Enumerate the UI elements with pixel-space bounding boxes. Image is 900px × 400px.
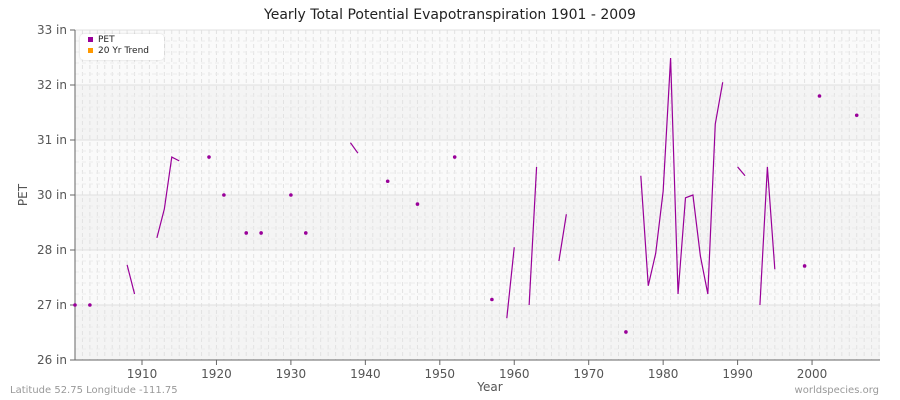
legend-swatch-icon <box>88 37 93 42</box>
x-tick-label: 1910 <box>127 367 158 381</box>
data-line <box>528 166 538 306</box>
data-point <box>452 155 457 159</box>
data-point <box>88 303 92 307</box>
data-point <box>244 231 249 235</box>
data-line <box>349 142 359 154</box>
y-tick-label: 26 in <box>37 353 67 367</box>
y-tick-label: 27 in <box>37 298 67 312</box>
data-line <box>759 166 776 306</box>
x-tick-label: 1940 <box>350 367 381 381</box>
x-axis-label: Year <box>476 380 502 394</box>
x-tick-label: 1930 <box>276 367 307 381</box>
data-point <box>222 193 226 197</box>
y-tick-label: 33 in <box>37 23 67 37</box>
data-point <box>207 155 211 159</box>
data-line <box>506 247 515 319</box>
x-tick-label: 1980 <box>648 367 679 381</box>
y-axis-label: PET <box>16 183 30 206</box>
chart-title: Yearly Total Potential Evapotranspiratio… <box>264 7 636 23</box>
data-line <box>558 214 567 262</box>
data-point <box>303 231 308 235</box>
data-point <box>624 330 628 334</box>
data-point <box>259 231 263 235</box>
legend-item-trend: 20 Yr Trend <box>80 45 164 56</box>
data-point <box>73 303 77 307</box>
data-line <box>640 58 724 295</box>
y-tick-label: 30 in <box>37 188 67 202</box>
data-point <box>490 297 494 302</box>
coordinates-label: Latitude 52.75 Longitude -111.75 <box>10 385 178 396</box>
data-point <box>385 179 390 184</box>
data-point <box>289 193 293 197</box>
data-line <box>737 166 746 177</box>
legend-label: PET <box>98 34 115 45</box>
data-line <box>156 156 180 239</box>
source-label: worldspecies.org <box>794 385 879 396</box>
legend-label: 20 Yr Trend <box>98 45 150 56</box>
data-point <box>802 264 807 268</box>
data-point <box>817 94 822 98</box>
x-tick-label: 2000 <box>797 367 828 381</box>
x-tick-label: 1970 <box>573 367 604 381</box>
x-tick-label: 1920 <box>201 367 232 381</box>
data-point <box>854 113 859 118</box>
legend-item-pet: PET <box>80 34 164 45</box>
x-tick-label: 1950 <box>425 367 456 381</box>
legend-swatch-icon <box>88 48 93 53</box>
legend: PET 20 Yr Trend <box>80 34 164 60</box>
x-tick-label: 1960 <box>499 367 530 381</box>
x-tick-label: 1990 <box>722 367 753 381</box>
y-tick-label: 28 in <box>37 243 67 257</box>
data-point <box>415 202 420 206</box>
data-line <box>126 264 136 295</box>
y-tick-label: 31 in <box>37 133 67 147</box>
y-tick-label: 32 in <box>37 78 67 92</box>
